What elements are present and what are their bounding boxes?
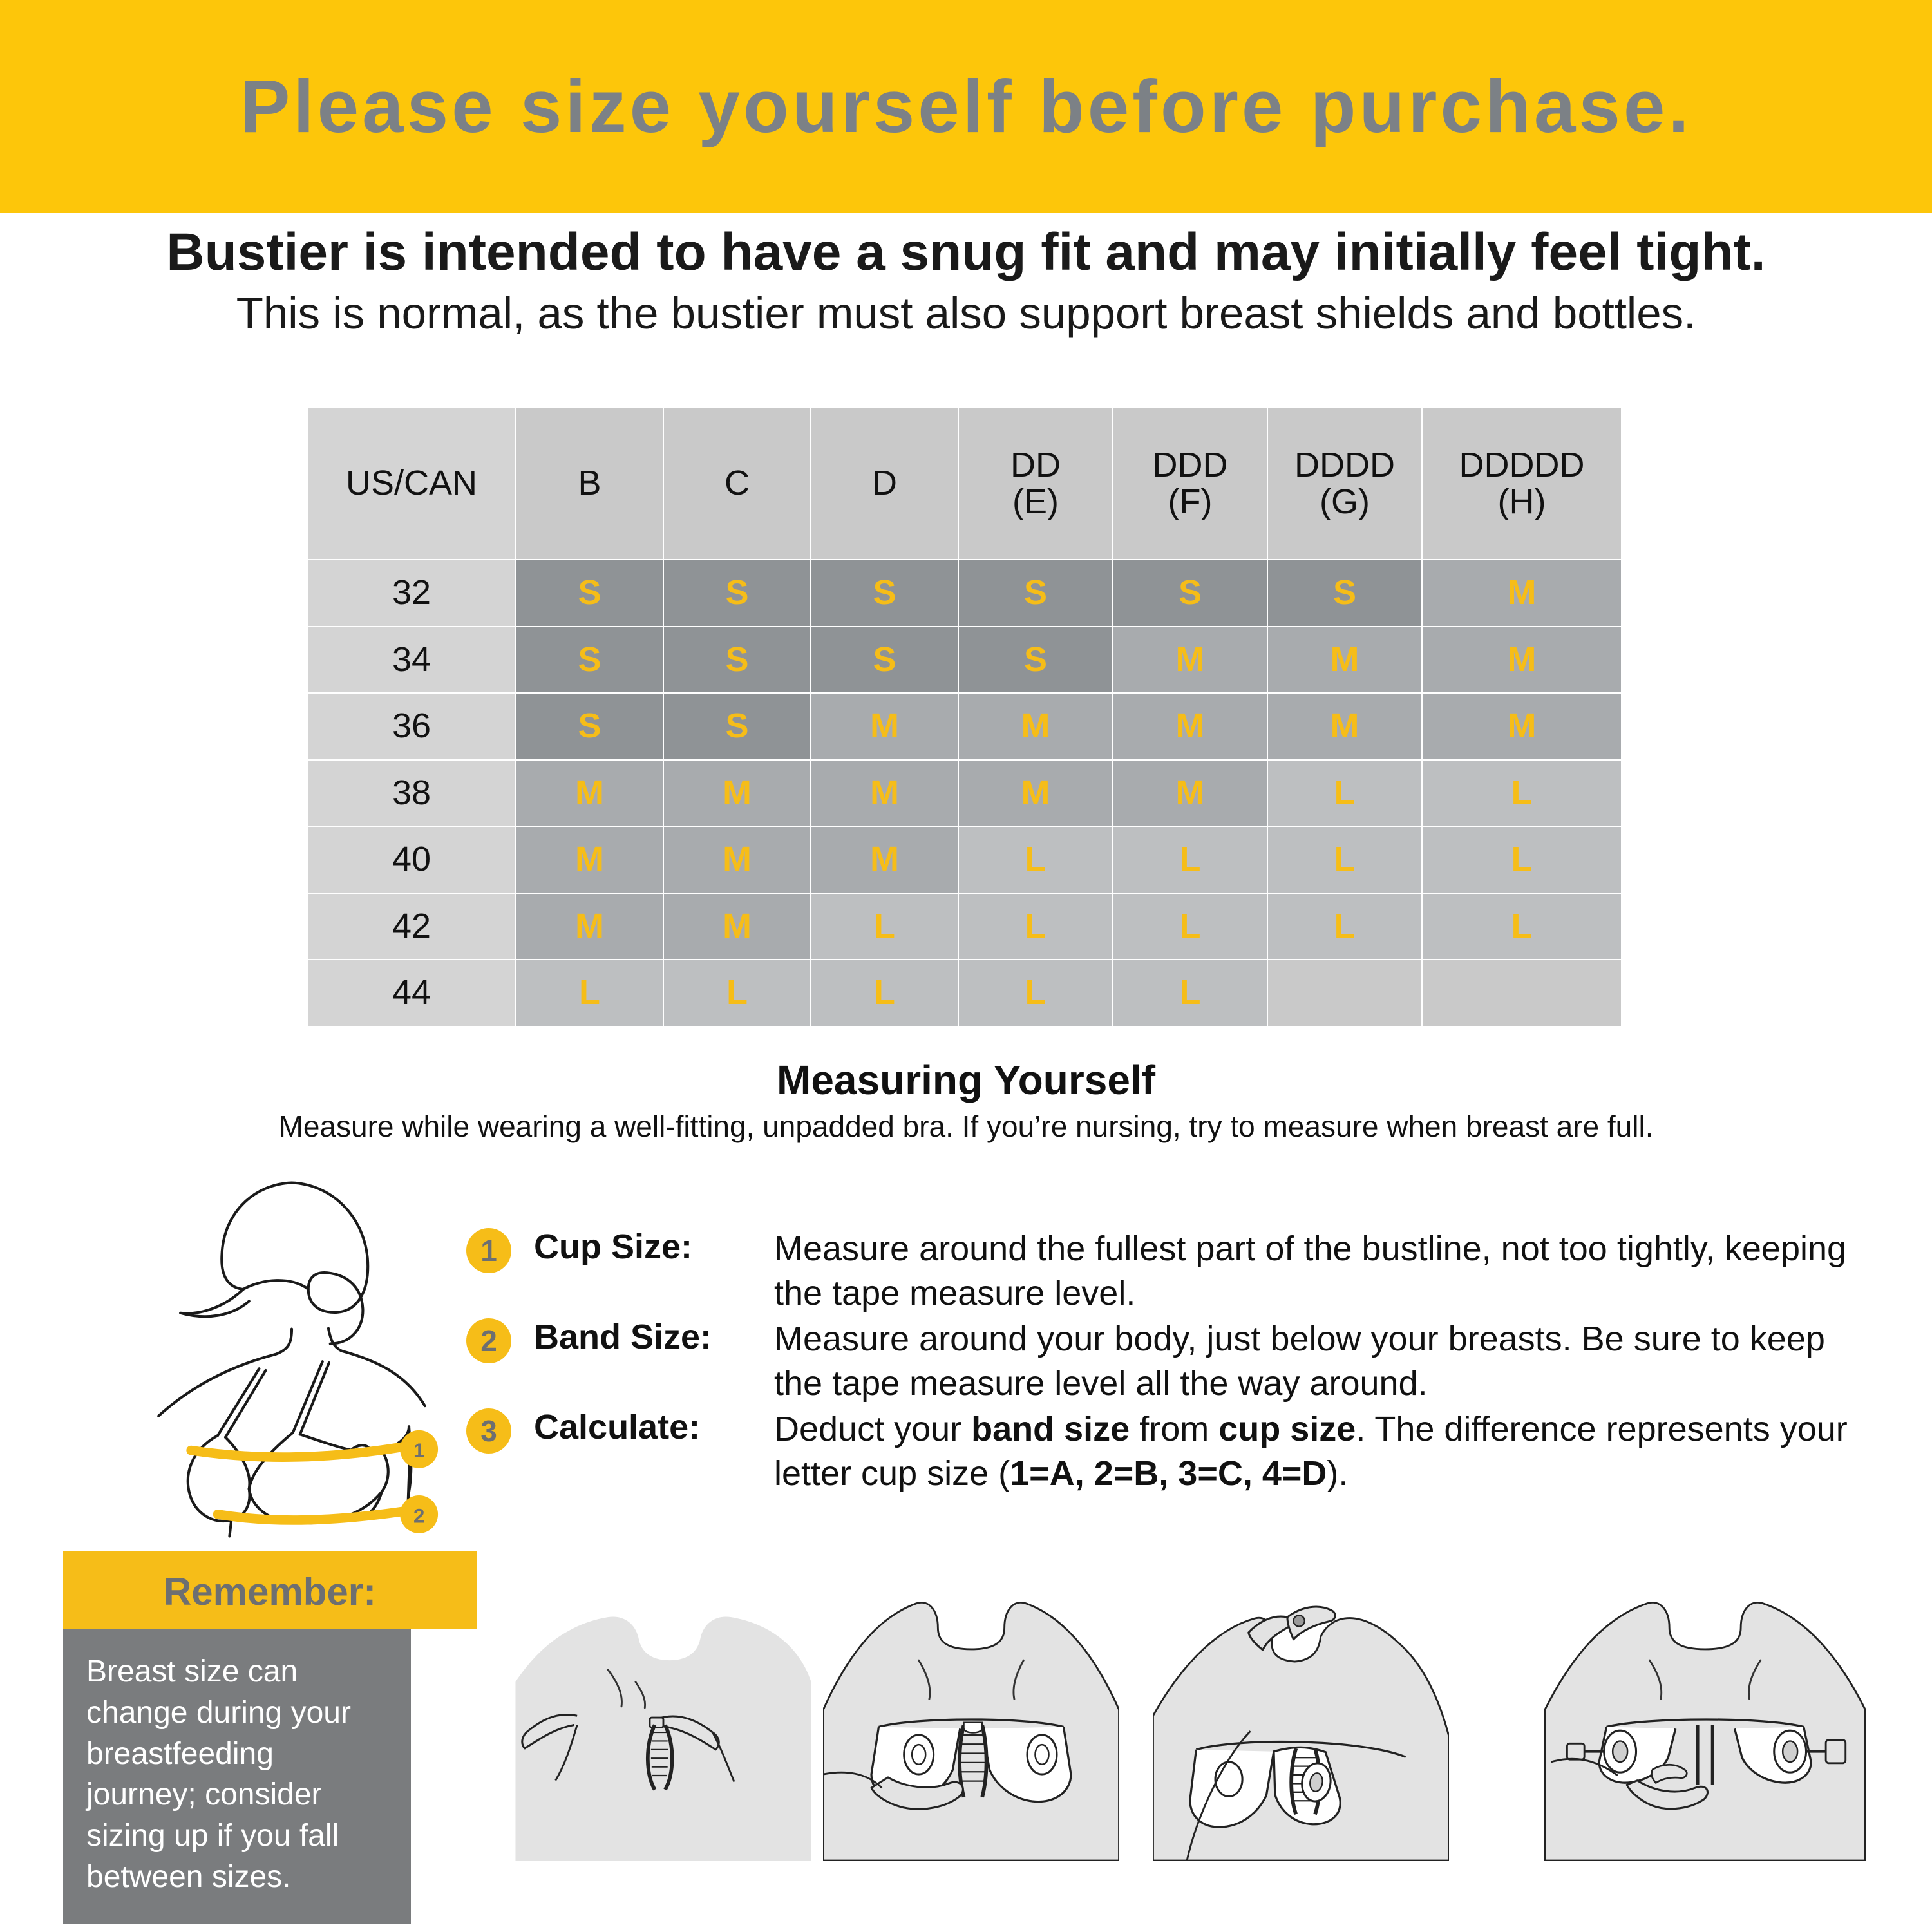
svg-text:1: 1 <box>413 1439 424 1462</box>
svg-text:2: 2 <box>413 1504 424 1527</box>
